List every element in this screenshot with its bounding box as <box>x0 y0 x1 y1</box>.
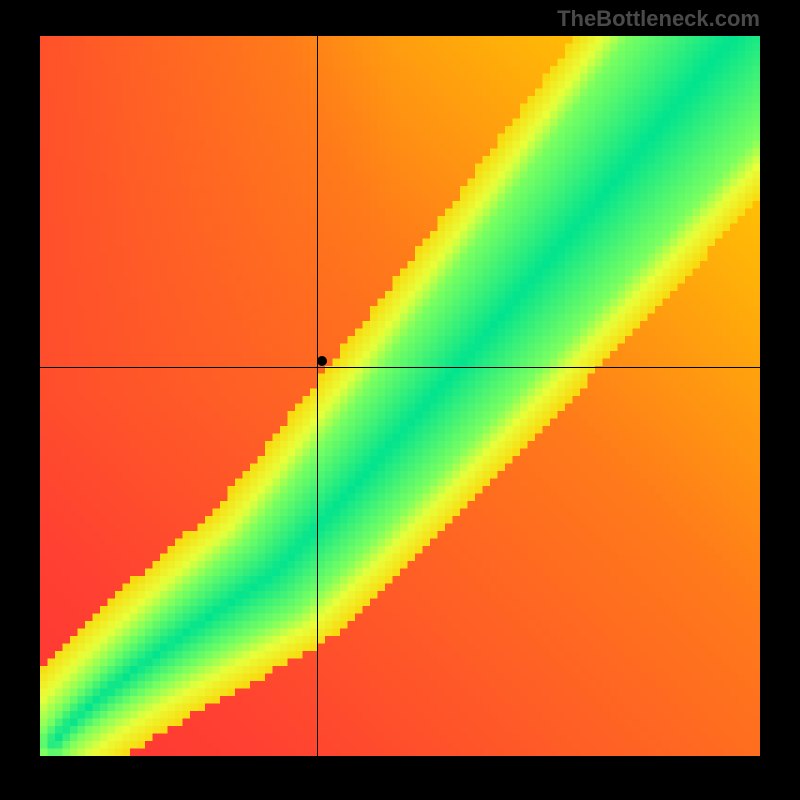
watermark-text: TheBottleneck.com <box>557 6 760 32</box>
bottleneck-heatmap <box>40 36 760 756</box>
crosshair-vertical <box>317 36 318 756</box>
crosshair-horizontal <box>40 367 760 368</box>
heatmap-pixels <box>40 36 760 756</box>
selection-marker <box>317 356 327 366</box>
